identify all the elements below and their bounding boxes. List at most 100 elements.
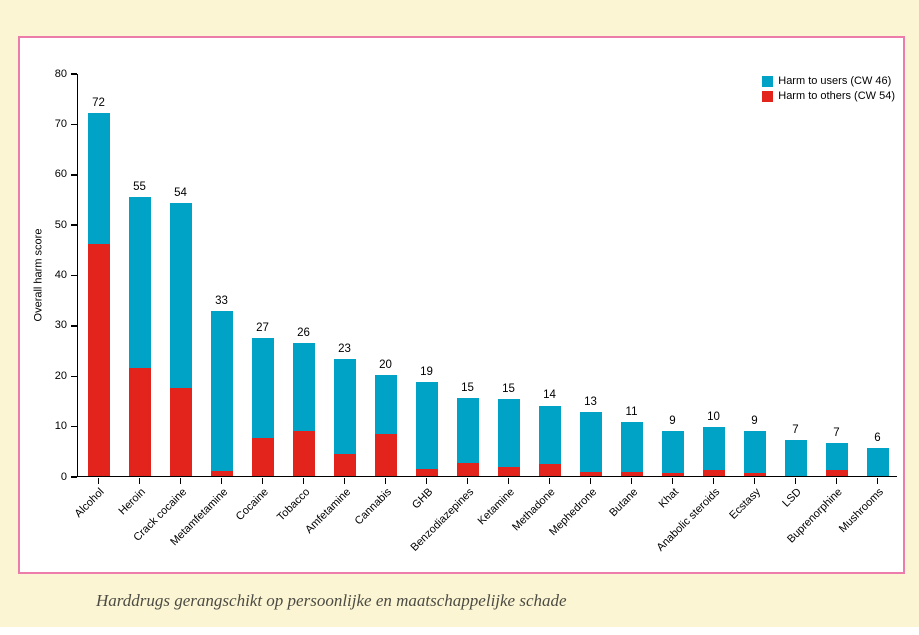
legend-item: Harm to users (CW 46) [762, 75, 895, 87]
bar-segment [497, 466, 520, 476]
bar-segment [292, 430, 315, 476]
bar-segment [251, 338, 274, 439]
y-tick-label: 0 [60, 470, 67, 483]
x-axis-tick [220, 478, 223, 484]
bar-value-label: 7 [833, 426, 840, 439]
bar-segment [374, 434, 397, 476]
y-axis-tick [71, 325, 77, 327]
bar-value-label: 55 [133, 181, 146, 194]
bar-value-label: 26 [297, 327, 310, 339]
x-axis-tick [835, 478, 838, 484]
bar-segment [456, 462, 479, 476]
bar-segment [784, 440, 807, 476]
bar-value-label: 27 [256, 322, 269, 335]
x-tick-label: Butane [606, 486, 640, 520]
x-tick-label: GHB [409, 486, 435, 512]
x-axis-tick [876, 478, 879, 484]
y-tick-label: 70 [54, 117, 67, 130]
bar-value-label: 23 [338, 343, 351, 356]
x-axis-tick [343, 478, 346, 484]
legend-label: Harm to others (CW 54) [778, 90, 895, 102]
plot-area: Overall harm score Harm to users (CW 46)… [32, 68, 897, 554]
y-tick-label: 60 [54, 168, 67, 181]
bar-value-label: 7 [792, 424, 799, 437]
bar-value-label: 54 [174, 186, 187, 199]
y-axis-tick [71, 224, 77, 226]
bottom-strip [0, 627, 919, 635]
y-axis-tick [71, 274, 77, 277]
y-tick-label: 40 [54, 269, 67, 281]
x-axis-tick [794, 478, 797, 484]
bar-value-label: 33 [215, 294, 228, 307]
y-tick-label: 80 [54, 67, 67, 80]
y-axis-tick [71, 123, 77, 126]
y-tick-label: 50 [54, 218, 67, 231]
bar-segment [456, 398, 479, 463]
bar-segment [825, 442, 848, 471]
bar-value-label: 14 [543, 389, 556, 402]
bar-value-label: 15 [461, 382, 474, 395]
x-tick-label: Tobacco [274, 486, 312, 524]
x-axis-tick [507, 478, 510, 484]
x-tick-label: LSD [780, 486, 804, 510]
y-axis-tick [71, 174, 77, 176]
figure-caption: Harddrugs gerangschikt op persoonlijke e… [96, 591, 567, 610]
bar-segment [743, 472, 766, 476]
x-tick-label: Ecstasy [727, 486, 763, 522]
bar-segment [210, 310, 233, 471]
bar-segment [866, 447, 889, 476]
x-axis-tick [97, 478, 100, 484]
legend: Harm to users (CW 46) Harm to others (CW … [762, 75, 895, 105]
y-tick-label: 30 [54, 319, 67, 332]
legend-swatch [762, 90, 774, 102]
x-tick-label: Ketamine [475, 486, 517, 528]
bar-segment [87, 244, 110, 476]
bar-segment [87, 113, 110, 245]
bar-value-label: 6 [874, 431, 881, 444]
bar-segment [292, 343, 315, 431]
bar-value-label: 9 [669, 415, 676, 428]
legend-item: Harm to others (CW 54) [762, 90, 895, 102]
bar-segment [333, 359, 356, 455]
x-axis-tick [261, 478, 264, 484]
bar-segment [538, 405, 561, 464]
x-tick-label: Heroin [116, 486, 148, 518]
bar-value-label: 13 [584, 395, 597, 408]
bar-segment [374, 374, 397, 435]
bar-segment [661, 431, 684, 473]
bar-value-label: 72 [92, 97, 105, 110]
legend-label: Harm to users (CW 46) [778, 75, 892, 87]
x-axis-tick [671, 478, 674, 484]
bar-segment [538, 463, 561, 476]
legend-swatch [762, 75, 774, 87]
y-tick-label: 10 [54, 420, 67, 433]
bar-segment [743, 430, 766, 473]
y-axis-tick [71, 375, 77, 377]
bar-value-label: 15 [502, 383, 515, 396]
bar-value-label: 9 [751, 414, 758, 427]
x-axis-tick [302, 478, 305, 484]
x-axis-tick [753, 478, 756, 484]
bar-segment [415, 381, 438, 470]
x-tick-label: Khat [656, 486, 681, 511]
y-tick-label: 20 [54, 369, 67, 382]
x-axis-tick [138, 478, 141, 484]
x-axis-tick [548, 478, 551, 484]
x-axis-tick [589, 478, 592, 484]
bar-segment [825, 470, 848, 476]
x-axis-tick [425, 478, 428, 484]
bar-segment [169, 202, 192, 388]
bar-value-label: 19 [420, 365, 433, 378]
x-axis-tick [384, 478, 387, 484]
bar-segment [579, 471, 602, 476]
bar-segment [702, 427, 725, 470]
y-axis-tick [71, 425, 77, 428]
x-tick-label: Cannabis [352, 486, 394, 528]
bar-segment [497, 399, 520, 467]
bar-segment [579, 411, 602, 472]
bar-segment [128, 197, 151, 368]
bar-segment [415, 469, 438, 476]
x-axis-tick [466, 478, 469, 484]
x-tick-label: Alcohol [72, 486, 107, 520]
bar-segment [702, 469, 725, 476]
